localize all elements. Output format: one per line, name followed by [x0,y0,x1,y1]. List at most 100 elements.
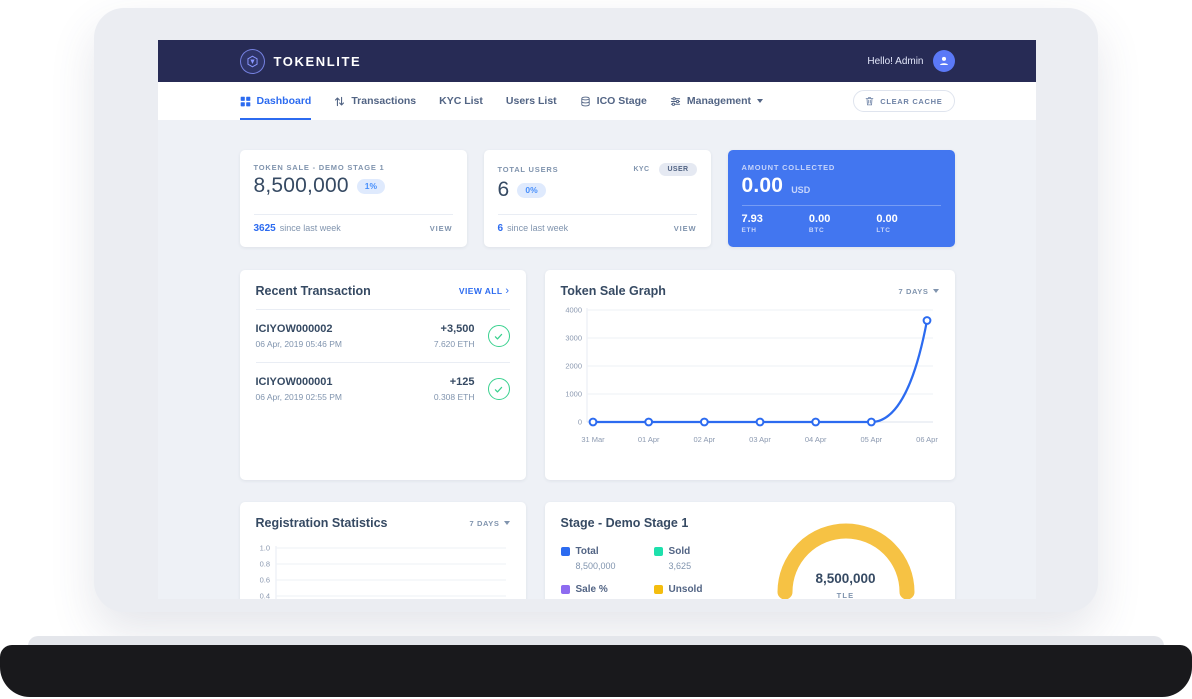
card-title: TOKEN SALE - DEMO STAGE 1 [253,163,385,172]
chevron-right-icon: › [505,284,510,297]
svg-text:05 Apr: 05 Apr [860,435,882,444]
laptop-base [0,645,1192,697]
svg-text:3000: 3000 [565,334,582,343]
transaction-row[interactable]: ICIYOW000002 06 Apr, 2019 05:46 PM +3,50… [255,310,510,363]
chevron-down-icon [932,289,939,293]
token-sale-chart-svg: 4000 3000 2000 1000 031 Mar 01 Apr 02 Apr 03 Ap… [565,306,938,445]
tab-kyc[interactable]: KYC [633,166,650,173]
transaction-id: ICIYOW000001 [255,376,333,388]
transaction-row[interactable]: ICIYOW000001 06 Apr, 2019 02:55 PM +125 … [256,363,510,415]
svg-text:0.4: 0.4 [259,592,269,600]
gauge-center-value: 8,500,000 [815,571,876,586]
range-selector[interactable]: 7 DAYS [898,286,939,296]
stage-card: Stage - Demo Stage 1 Total 8,500,000 [544,502,955,599]
nav-item-kyc-list[interactable]: KYC List [439,82,483,120]
gauge-legend: Total 8,500,000 Sold 3,625 [560,546,703,595]
nav-item-ico-stage[interactable]: ICO Stage [580,82,647,120]
legend-item-total: Total 8,500,000 [560,546,616,571]
svg-text:31 Mar: 31 Mar [581,435,605,444]
nav-item-users-list[interactable]: Users List [506,82,557,120]
nav-item-transactions[interactable]: Transactions [334,82,416,120]
token-sale-badge: 1% [356,178,386,194]
recent-transactions-card: Recent Transaction VIEW ALL › ICIYOW0000… [239,270,526,480]
nav-label: ICO Stage [596,95,647,107]
transaction-date: 06 Apr, 2019 02:55 PM [255,392,342,402]
transaction-amount: +3,500 [440,323,475,335]
transaction-amounts: +125 0.308 ETH [434,376,475,402]
transaction-crypto: 0.308 ETH [433,392,475,402]
sliders-icon [670,96,681,107]
nav-item-management[interactable]: Management [670,82,764,120]
nav-label: Users List [505,95,557,107]
legend-item-sold: Sold 3,625 [653,546,703,571]
legend-swatch [653,585,663,594]
tab-user[interactable]: USER [659,163,697,176]
token-sale-graph-card: Token Sale Graph 7 DAYS 4000 3000 2000 1000… [544,270,955,480]
card-title: Token Sale Graph [560,284,666,298]
divider [255,309,510,310]
divider [497,214,697,215]
svg-text:1.0: 1.0 [259,544,269,553]
legend-item-unsold: Unsold [653,584,702,595]
coin-stack-icon [580,96,591,107]
user-type-tabs: KYC USER [625,163,697,176]
card-title: Recent Transaction [255,284,371,298]
header-user-area: Hello! Admin [867,50,955,72]
view-all-label: VIEW ALL [458,286,503,296]
range-selector[interactable]: 7 DAYS [469,519,510,528]
legend-label: Total [575,546,599,557]
card-title: AMOUNT COLLECTED [741,163,836,172]
total-users-value: 6 [497,178,510,201]
amount-collected-card: AMOUNT COLLECTED 0.00 USD 7.93 ETH 0.00 [727,150,955,247]
delta-text: since last week [507,223,569,233]
legend-item-sale-pct: Sale % [560,584,616,595]
view-link[interactable]: VIEW [429,224,453,233]
view-all-link[interactable]: VIEW ALL › [458,284,510,297]
nav-label: Transactions [351,95,417,107]
svg-text:0.8: 0.8 [259,560,269,569]
total-users-card: TOTAL USERS KYC USER 6 0% 6 since last w… [483,150,711,247]
transaction-info: ICIYOW000002 06 Apr, 2019 05:46 PM [256,323,342,349]
trash-icon [865,96,874,106]
svg-text:0.6: 0.6 [259,576,269,585]
nav-item-dashboard[interactable]: Dashboard [239,82,311,120]
token-sale-card: TOKEN SALE - DEMO STAGE 1 8,500,000 1% 3… [239,150,467,247]
brand-name: TOKENLITE [273,53,362,69]
svg-text:4000: 4000 [565,306,582,315]
breakdown-ltc: 0.00 LTC [876,213,897,234]
legend-label: Sale % [575,584,608,595]
tokenlite-logo-icon [239,48,265,74]
legend-swatch [560,547,570,556]
divider [741,205,941,206]
view-link[interactable]: VIEW [673,224,697,233]
svg-text:2000: 2000 [565,362,582,371]
transaction-amounts: +3,500 7.620 ETH [434,323,475,349]
range-label: 7 DAYS [898,286,929,296]
registration-chart-svg: 1.00.80.60.40.20 [259,544,506,600]
chevron-down-icon [503,521,510,525]
clear-cache-button[interactable]: CLEAR CACHE [853,90,955,112]
clear-cache-label: CLEAR CACHE [880,96,943,106]
brand[interactable]: TOKENLITE [239,48,362,74]
check-icon [487,325,510,347]
total-users-badge: 0% [517,182,546,198]
user-avatar[interactable] [932,50,955,72]
legend-value: 3,625 [668,561,692,571]
stage-gauge: 8,500,000 TLE [771,508,921,599]
transaction-amount: +125 [449,376,475,388]
greeting-text: Hello! Admin [867,55,924,67]
amount-collected-value: 0.00 [741,174,784,197]
user-icon [938,55,950,67]
nav-label: KYC List [439,95,483,107]
registration-statistics-card: Registration Statistics 7 DAYS 1.0 0.8 0.6… [239,502,526,600]
card-title: Stage - Demo Stage 1 [560,516,689,530]
legend-value: 8,500,000 [575,561,616,571]
breakdown-btc: 0.00 BTC [809,213,830,234]
legend-swatch [560,585,570,594]
check-icon [487,378,510,400]
nav-label: Management [686,95,752,107]
delta-value: 6 [497,223,504,234]
app-header: TOKENLITE Hello! Admin [158,40,1036,82]
breakdown-value: 7.93 [741,213,763,225]
transaction-id: ICIYOW000002 [255,323,333,335]
